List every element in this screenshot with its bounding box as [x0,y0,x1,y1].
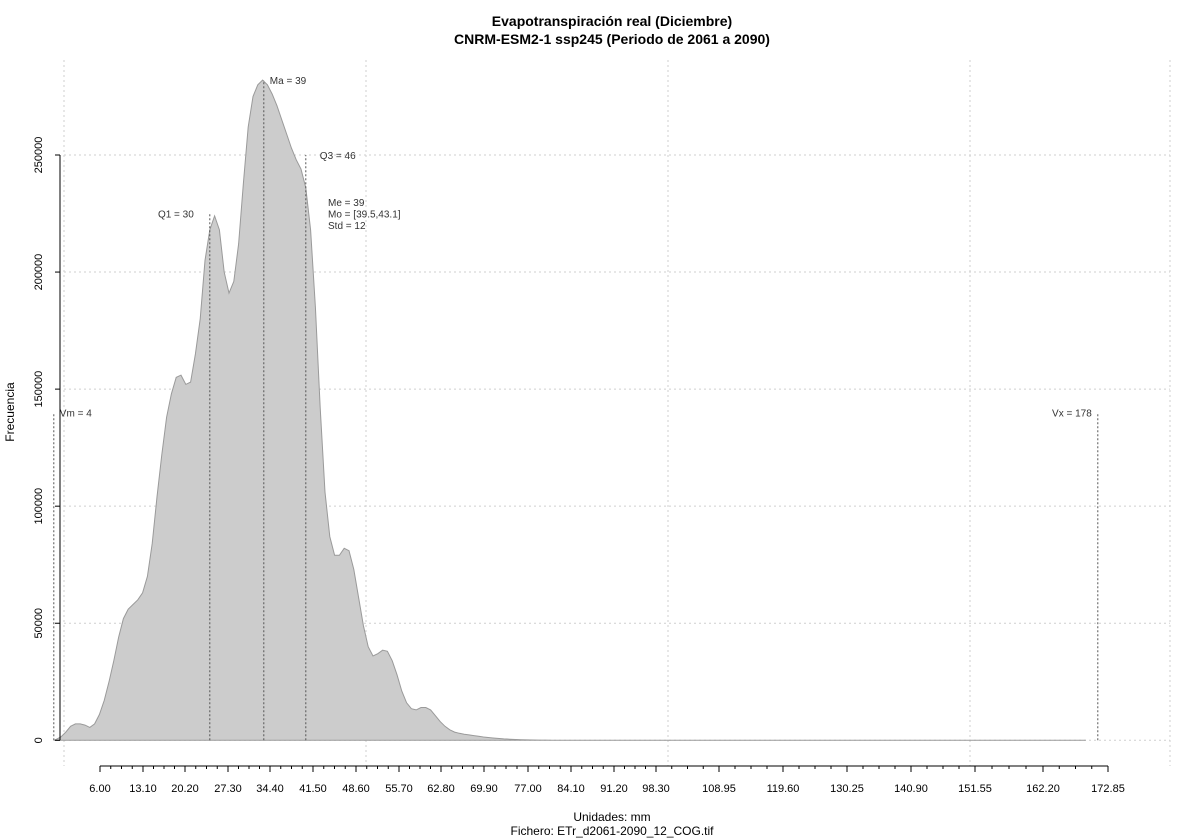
marker-q3-label: Q3 = 46 [320,151,356,162]
x-tick-label: 151.55 [958,783,992,795]
x-tick-label: 48.60 [342,783,370,795]
y-tick-label: 200000 [33,254,45,291]
x-tick-label: 84.10 [557,783,585,795]
marker-ma-label: Ma = 39 [270,76,307,87]
x-tick-label: 6.00 [89,783,110,795]
y-tick-label: 50000 [33,608,45,639]
x-tick-label: 13.10 [129,783,157,795]
x-tick-label: 162.20 [1026,783,1060,795]
stat-label: Mo = [39.5,43.1] [328,210,401,221]
y-tick-label: 250000 [33,137,45,174]
x-tick-label: 130.25 [830,783,864,795]
marker-vm-label: Vm = 4 [60,409,92,420]
x-tick-label: 172.85 [1091,783,1125,795]
chart-subtitle: CNRM-ESM2-1 ssp245 (Periodo de 2061 a 20… [454,31,770,47]
x-tick-label: 98.30 [642,783,670,795]
axes: 0 50000 100000 150000 200000 250000 6.00 13.10 2… [33,137,1125,795]
x-tick-label: 55.70 [385,783,413,795]
stat-label: Std = 12 [328,221,366,232]
x-tick-label: 20.20 [171,783,199,795]
marker-vx-label: Vx = 178 [1052,409,1092,420]
y-axis-title: Frecuencia [3,382,17,442]
y-tick-label: 150000 [33,371,45,408]
x-tick-label: 119.60 [767,783,800,795]
x-tick-label: 77.00 [514,783,542,795]
x-tick-label: 41.50 [299,783,327,795]
marker-q1-label: Q1 = 30 [158,210,194,221]
density-area [53,79,1086,741]
x-tick-label: 69.90 [470,783,498,795]
x-tick-label: 34.40 [256,783,284,795]
y-tick-label: 0 [33,737,45,743]
chart-title: Evapotranspiración real (Diciembre) [492,13,732,29]
stat-label: Me = 39 [328,198,365,209]
x-tick-label: 27.30 [214,783,242,795]
x-axis-title: Unidades: mm [573,810,650,824]
density-curve [53,79,1086,741]
x-tick-label: 62.80 [427,783,455,795]
statistic-markers: Vm = 4 Q1 = 30 Ma = 39 Q3 = 46 Vx = 178 [53,76,1099,741]
file-caption: Fichero: ETr_d2061-2090_12_COG.tif [511,824,715,838]
x-tick-label: 140.90 [894,783,928,795]
x-tick-label: 91.20 [600,783,628,795]
x-tick-label: 108.95 [702,783,736,795]
y-tick-label: 100000 [33,488,45,525]
